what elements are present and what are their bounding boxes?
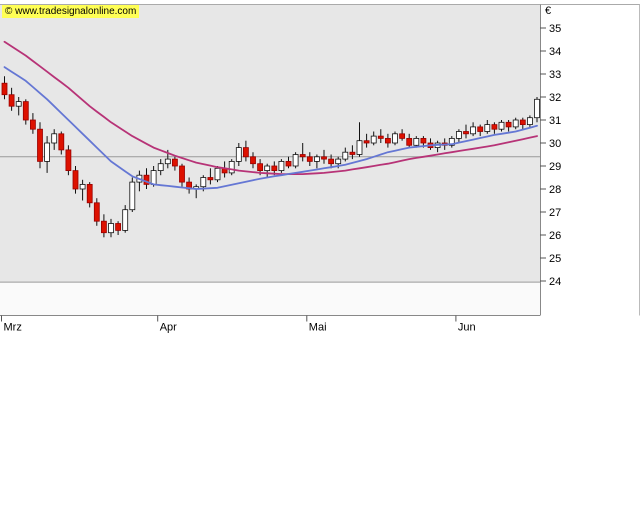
candle-down (171, 158, 178, 167)
candle-down (271, 165, 278, 171)
candle-up (200, 177, 207, 188)
x-axis-label: Jun (458, 322, 476, 334)
candle-up (448, 137, 455, 146)
candle-up (164, 158, 171, 165)
candle-up (335, 158, 342, 165)
candle-up (342, 151, 349, 160)
candle-down (328, 158, 335, 165)
y-axis-label: 29 (549, 161, 561, 173)
candle-down (363, 140, 370, 144)
currency-label: € (545, 5, 551, 17)
candle-up (455, 131, 462, 139)
candle-up (15, 101, 22, 107)
x-axis: Mrz Apr Mai Jun (1, 315, 476, 334)
candle-down (306, 156, 313, 162)
candle-up (484, 124, 491, 132)
candle-down (257, 163, 264, 171)
candle-down (37, 128, 43, 162)
candle-up (392, 133, 398, 144)
candle-down (420, 137, 427, 144)
candle-up (413, 137, 420, 146)
candle-down (406, 137, 413, 146)
candle-up (214, 167, 221, 181)
candle-up (235, 147, 242, 162)
candle-down (377, 135, 384, 139)
y-axis-label: 34 (549, 46, 561, 58)
candle-down (242, 147, 249, 158)
y-axis: €35 34 33 32 31 30 29 28 27 26 25 24 (540, 5, 561, 288)
y-axis-label: 31 (549, 115, 561, 127)
candle-up (527, 117, 533, 125)
ema-fast-line (3, 66, 538, 190)
candle-up (129, 181, 136, 211)
candle-down (58, 133, 65, 151)
candle-down (179, 165, 185, 183)
x-axis-label: Mai (309, 322, 327, 334)
candle-down (22, 101, 29, 121)
candle-up (228, 160, 235, 174)
candle-down (93, 202, 100, 222)
y-axis-label: 30 (549, 138, 561, 150)
candle-up (534, 98, 540, 119)
candle-down (505, 121, 512, 128)
ema-slow-line (3, 40, 538, 176)
candle-up (370, 135, 377, 144)
y-axis-label: 33 (549, 69, 561, 81)
y-axis-label: 27 (549, 207, 561, 219)
watermark: © www.tradesignalonline.com (2, 5, 140, 18)
candle-up (498, 121, 505, 130)
candle-down (477, 126, 484, 132)
candle-down (519, 119, 526, 125)
candle-down (207, 177, 214, 181)
candle-up (512, 119, 519, 128)
candle-up (356, 140, 363, 155)
candle-down (65, 149, 72, 171)
candle-down (399, 133, 406, 139)
y-axis-label: 28 (549, 184, 561, 196)
candle-down (384, 137, 391, 144)
y-axis-label: 35 (549, 23, 561, 35)
candle-down (8, 94, 15, 107)
candle-down (250, 156, 256, 165)
candle-down (1, 82, 8, 96)
candle-down (463, 131, 469, 135)
candle-up (51, 133, 58, 144)
y-axis-label: 26 (549, 230, 561, 242)
candle-up (278, 160, 285, 171)
candle-down (115, 223, 121, 231)
x-axis-label: Apr (160, 322, 177, 334)
candle-up (264, 165, 271, 171)
candle-up (122, 209, 129, 231)
candle-up (313, 156, 320, 162)
candle-up (292, 154, 299, 167)
candle-down (86, 183, 93, 204)
y-axis-label: 24 (549, 276, 561, 288)
candle-down (101, 220, 107, 234)
candle-up (470, 126, 477, 135)
candle-down (321, 156, 327, 160)
y-axis-label: 32 (549, 92, 561, 104)
candle-down (491, 124, 498, 130)
candle-down (285, 160, 292, 167)
y-axis-label: 25 (549, 253, 561, 265)
candle-up (44, 142, 50, 162)
candle-up (157, 163, 164, 171)
x-axis-label: Mrz (4, 322, 22, 334)
candle-down (29, 119, 36, 130)
candle-up (150, 170, 157, 185)
candle-down (349, 151, 356, 155)
candle-up (79, 183, 86, 190)
candle-down (72, 170, 79, 190)
candle-up (108, 223, 114, 234)
candle-down (299, 154, 306, 158)
